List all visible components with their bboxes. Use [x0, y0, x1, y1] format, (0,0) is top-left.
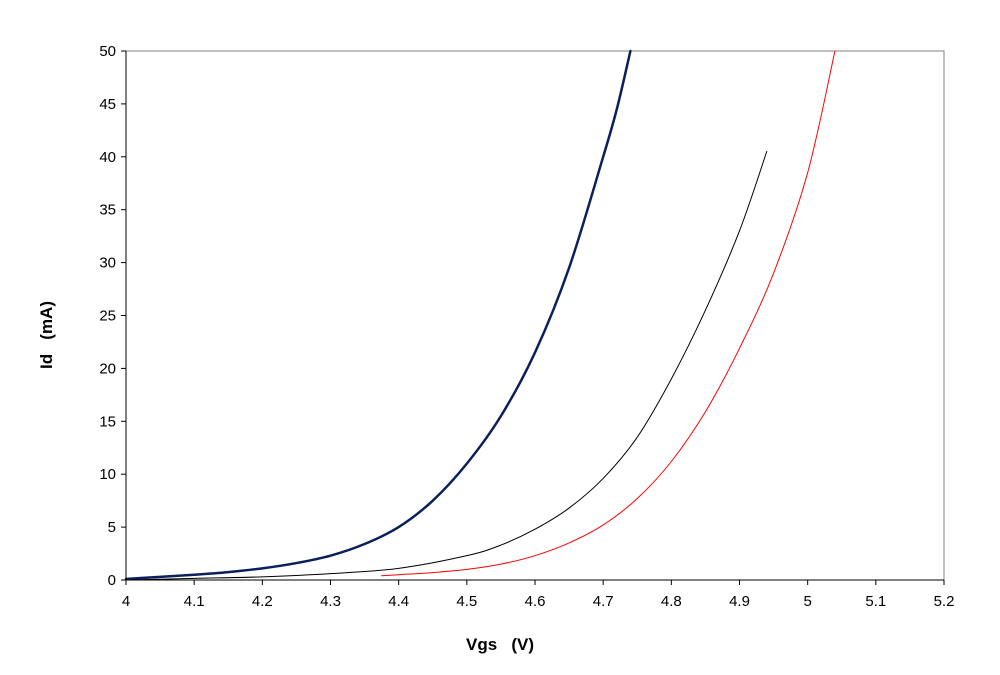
- x-tick-label: 4: [122, 593, 130, 610]
- x-tick-label: 4.8: [661, 593, 682, 610]
- y-tick-label: 0: [108, 572, 116, 589]
- series-line-1: [124, 49, 632, 581]
- series-line-3: [381, 50, 836, 577]
- x-tick-label: 4.2: [252, 593, 273, 610]
- series-layer: [124, 49, 836, 581]
- y-tick-label: 40: [99, 149, 116, 166]
- y-tick-label: 50: [99, 43, 116, 60]
- series-line-2: [125, 151, 768, 581]
- x-tick-label: 5: [803, 593, 811, 610]
- x-axis-title: Vgs (V): [466, 635, 534, 654]
- x-tick-label: 4.3: [320, 593, 341, 610]
- y-tick-label: 45: [99, 96, 116, 113]
- plot-area: [125, 50, 945, 581]
- x-tick-label: 4.4: [388, 593, 409, 610]
- y-tick-label: 20: [99, 360, 116, 377]
- x-ticks: 4 4.1 4.2 4.3 4.4 4.5 4.6 4.7 4.8 4.9 5 5.1 5.2: [122, 580, 955, 610]
- x-tick-label: 4.1: [184, 593, 205, 610]
- y-ticks: 0 5 10 15 20 25 30 35 40 45 50: [99, 43, 126, 589]
- y-tick-label: 35: [99, 202, 116, 219]
- x-tick-label: 4.5: [456, 593, 477, 610]
- x-tick-label: 4.6: [525, 593, 546, 610]
- x-tick-label: 5.1: [865, 593, 886, 610]
- x-tick-label: 4.7: [593, 593, 614, 610]
- x-tick-label: 4.9: [729, 593, 750, 610]
- x-tick-label: 5.2: [934, 593, 955, 610]
- y-tick-label: 15: [99, 413, 116, 430]
- y-tick-label: 10: [99, 466, 116, 483]
- y-tick-label: 5: [108, 519, 116, 536]
- y-tick-label: 25: [99, 308, 116, 325]
- y-axis-title: Id (mA): [37, 301, 56, 369]
- y-tick-label: 30: [99, 255, 116, 272]
